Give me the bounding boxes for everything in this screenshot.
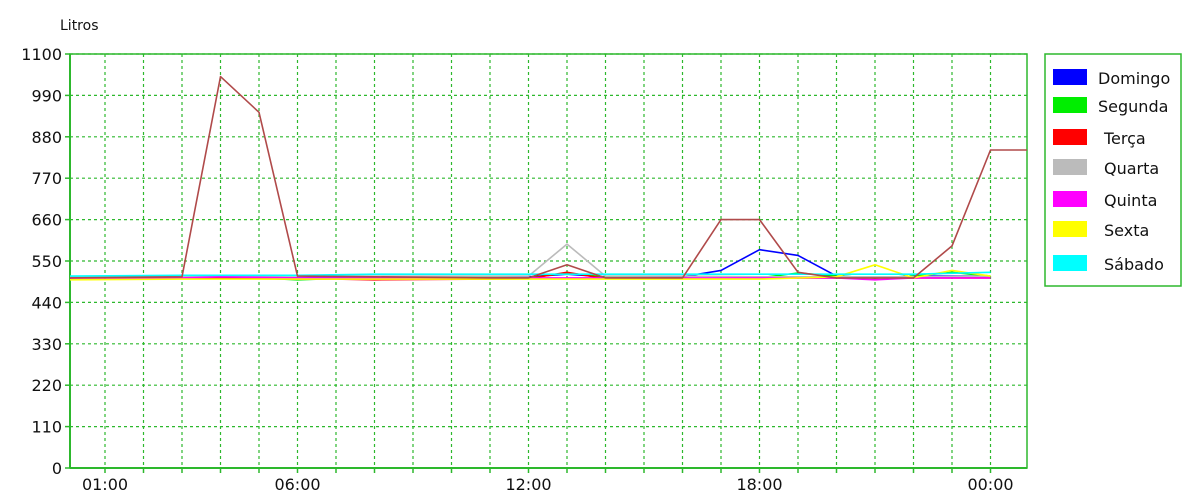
series-line-sábado xyxy=(70,271,991,277)
legend-swatch xyxy=(1053,191,1087,207)
x-tick-label: 18:00 xyxy=(736,475,782,494)
legend-swatch xyxy=(1053,69,1087,85)
y-tick-label: 880 xyxy=(31,128,62,147)
y-tick-label: 660 xyxy=(31,211,62,230)
legend-swatch xyxy=(1053,159,1087,175)
y-tick-label: 770 xyxy=(31,169,62,188)
legend-label: Sábado xyxy=(1104,255,1164,274)
legend-label: Quinta xyxy=(1104,191,1157,210)
y-tick-label: 0 xyxy=(52,459,62,478)
legend-label: Sexta xyxy=(1104,221,1149,240)
x-tick-label: 01:00 xyxy=(82,475,128,494)
series-line-quarta xyxy=(70,243,991,278)
legend: Domingo Segunda Terça Quarta Quinta Sexta Sába… xyxy=(1044,53,1182,287)
y-axis-label: Litros xyxy=(60,18,99,34)
y-tick-label: 1100 xyxy=(21,45,62,64)
y-tick-label: 440 xyxy=(31,293,62,312)
legend-label: Segunda xyxy=(1098,97,1168,116)
y-tick-label: 220 xyxy=(31,376,62,395)
x-tick-labels: 01:00 06:00 12:00 18:00 00:00 xyxy=(82,475,1014,494)
y-tick-label: 990 xyxy=(31,86,62,105)
legend-swatch xyxy=(1053,255,1087,271)
series-lines xyxy=(70,75,1027,281)
legend-swatch xyxy=(1053,221,1087,237)
y-tick-label: 110 xyxy=(31,418,62,437)
legend-swatch xyxy=(1053,97,1087,113)
y-tick-labels: 0 110 220 330 440 550 660 770 880 990 1100 xyxy=(21,45,62,478)
chart-grid xyxy=(70,53,1027,468)
x-tick-label: 06:00 xyxy=(274,475,320,494)
legend-label: Quarta xyxy=(1104,159,1159,178)
x-tick-label: 00:00 xyxy=(967,475,1013,494)
y-tick-label: 550 xyxy=(31,252,62,271)
legend-swatch xyxy=(1053,129,1087,145)
x-tick-label: 12:00 xyxy=(505,475,551,494)
legend-label: Domingo xyxy=(1098,69,1170,88)
chart-axes xyxy=(65,53,1028,473)
legend-label: Terça xyxy=(1103,129,1146,148)
y-tick-label: 330 xyxy=(31,335,62,354)
series-line-sexta xyxy=(70,263,991,281)
series-line-unnamed-7 xyxy=(70,75,1027,279)
